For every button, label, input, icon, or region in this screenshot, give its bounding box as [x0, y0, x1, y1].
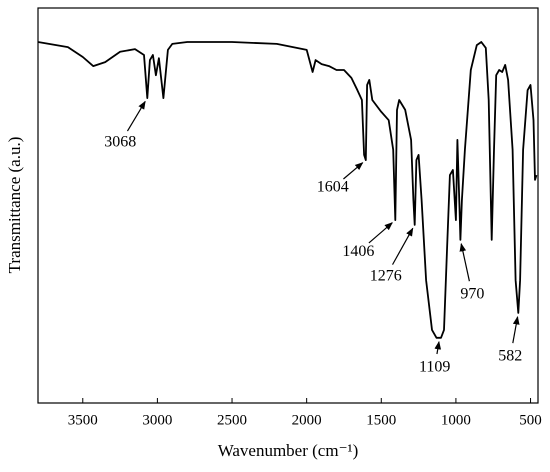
x-tick-label: 500 [519, 412, 542, 428]
annotation-arrow [459, 242, 470, 282]
annotation-label: 1109 [419, 358, 450, 375]
annotation-label: 1604 [317, 179, 349, 196]
x-axis-label: Wavenumber (cm⁻¹) [218, 441, 359, 460]
plot-frame [37, 7, 539, 404]
annotation-label: 970 [460, 286, 484, 303]
spectrum-line [37, 41, 538, 339]
x-tick-label: 2500 [217, 412, 247, 428]
annotation-arrow [368, 222, 393, 244]
annotation-arrow [343, 162, 364, 180]
x-tick-label: 3500 [68, 412, 98, 428]
annotation-label: 1276 [370, 268, 402, 285]
x-tick-label: 2000 [292, 412, 322, 428]
annotation-arrow [392, 227, 414, 265]
x-tick-label: 1500 [366, 412, 396, 428]
annotation-label: 1406 [342, 243, 374, 260]
x-tick-label: 3000 [142, 412, 172, 428]
annotation-arrow [512, 316, 520, 344]
y-axis-label: Transmittance (a.u.) [5, 137, 24, 274]
annotation-arrow [126, 100, 146, 132]
x-tick-label: 1000 [441, 412, 471, 428]
annotation-label: 3068 [104, 134, 136, 151]
annotation-label: 582 [498, 348, 522, 365]
annotation-arrow [434, 340, 442, 355]
